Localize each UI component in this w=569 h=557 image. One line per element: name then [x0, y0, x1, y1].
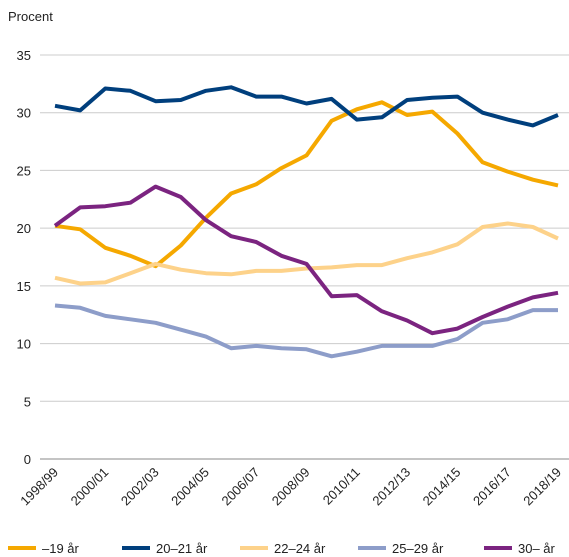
- y-tick-label: 5: [24, 394, 31, 409]
- legend-label: 25–29 år: [392, 541, 444, 556]
- x-tick-label: 2016/17: [470, 465, 514, 509]
- y-tick-label: 0: [24, 452, 31, 467]
- x-tick-label: 2014/15: [420, 465, 464, 509]
- legend-label: 22–24 år: [274, 541, 326, 556]
- legend-label: 20–21 år: [156, 541, 208, 556]
- line-series: [54, 100, 559, 269]
- x-tick-label: 2000/01: [68, 465, 112, 509]
- line-series: [54, 303, 558, 359]
- y-axis-title: Procent: [8, 9, 53, 24]
- x-tick-label: 2006/07: [218, 465, 262, 509]
- line-series: [54, 85, 559, 128]
- x-tick-label: 2018/19: [520, 465, 564, 509]
- x-tick-label: 2012/13: [369, 465, 413, 509]
- y-tick-label: 30: [17, 106, 31, 121]
- x-tick-label: 2010/11: [320, 465, 363, 508]
- line-series: [54, 221, 559, 286]
- y-tick-label: 25: [17, 163, 31, 178]
- x-tick-label: 1998/99: [17, 465, 61, 509]
- x-tick-label: 2004/05: [168, 465, 212, 509]
- y-tick-label: 35: [17, 48, 31, 63]
- x-tick-label: 2008/09: [269, 465, 313, 509]
- y-tick-label: 10: [17, 337, 31, 352]
- legend-label: –19 år: [42, 541, 80, 556]
- y-tick-label: 15: [17, 279, 31, 294]
- line-series: [53, 184, 559, 336]
- x-tick-label: 2002/03: [118, 465, 162, 509]
- legend-label: 30– år: [518, 541, 556, 556]
- y-tick-label: 20: [17, 221, 31, 236]
